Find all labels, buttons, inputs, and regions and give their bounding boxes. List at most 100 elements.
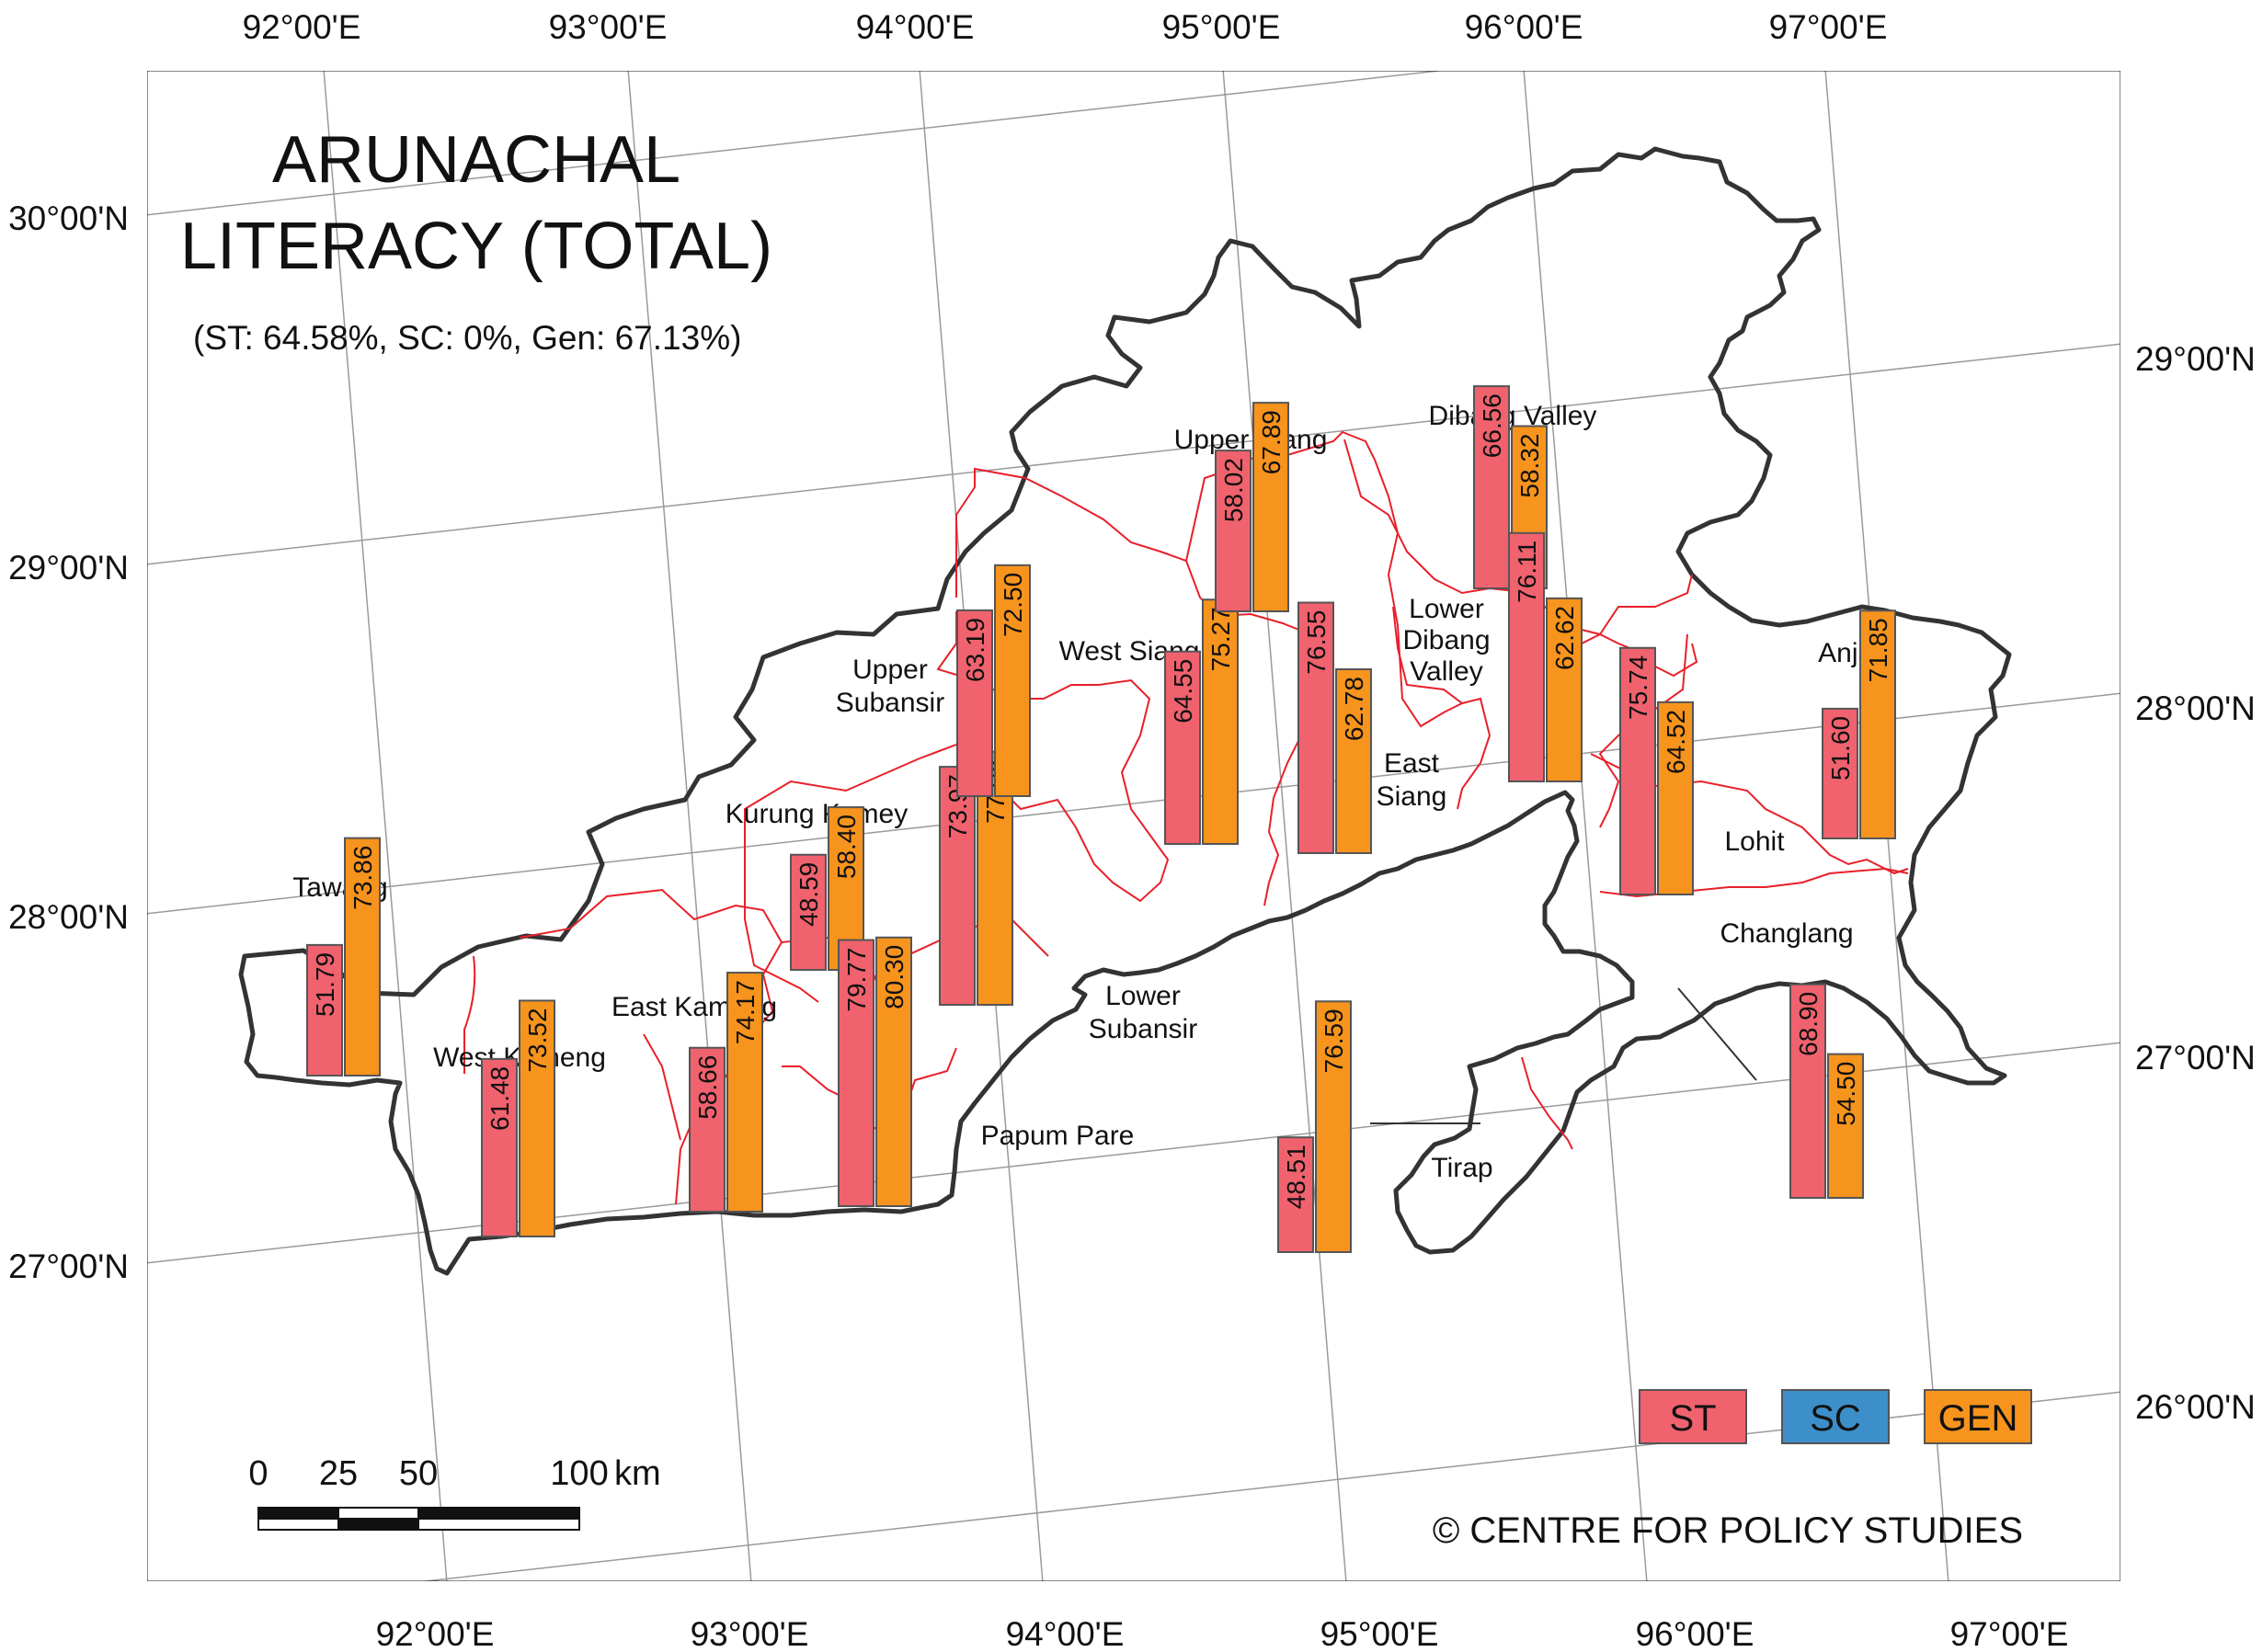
gen-value-label: 64.52 [1662,710,1690,774]
gen-bar [1859,610,1896,839]
gen-value-label: 80.30 [880,945,909,1009]
gen-bar [1657,701,1694,895]
gen-value-label: 71.85 [1864,618,1892,682]
st-value-label: 75.74 [1624,655,1652,720]
st-bar [956,609,993,798]
lat-left-label: 28°00'N [8,898,129,936]
st-value-label: 48.59 [794,862,823,927]
gen-bar [1335,668,1372,854]
title-line-1: ARUNACHAL [272,123,680,197]
st-value-label: 48.51 [1282,1145,1310,1209]
district-bars: 68.90 54.50 [1789,983,1864,1199]
st-bar [1789,983,1826,1199]
lat-right-label: 29°00'N [2135,340,2256,378]
district-bars: 51.79 73.86 [306,837,381,1077]
gen-value-label: 54.50 [1832,1062,1860,1126]
scale-tick-50: 50 [399,1454,438,1493]
legend-gen-label: GEN [1938,1398,2018,1439]
district-label: Changlang [1720,918,1853,949]
gen-bar [1252,402,1289,612]
gen-value-label: 62.78 [1340,677,1368,741]
lon-bottom-label: 93°00'E [691,1615,809,1652]
district-label: Papum Pare [981,1121,1135,1151]
gen-bar [994,564,1031,797]
lon-top-label: 92°00'E [243,8,361,46]
district-bars: 76.55 62.78 [1297,601,1372,855]
scale-bar: 0 25 50 100 km [248,1454,661,1531]
st-bar [1297,601,1334,855]
district-label: Lower Subansir [1089,981,1197,1044]
longitude-labels-top: 92°00'E 93°00'E 94°00'E 95°00'E 96°00'E … [243,8,1888,46]
gen-value-label: 74.17 [731,980,760,1044]
lon-bottom-label: 92°00'E [376,1615,495,1652]
map-subtitle: (ST: 64.58%, SC: 0%, Gen: 67.13%) [193,319,741,357]
st-value-label: 79.77 [842,948,871,1012]
district-bars: 61.48 73.52 [481,999,555,1237]
scale-tick-0: 0 [248,1454,268,1493]
scale-seg [417,1518,580,1531]
district-label: Upper Subansir [836,655,944,718]
gen-bar [519,999,555,1237]
gen-value-label: 72.50 [999,573,1027,637]
scale-seg [257,1507,339,1520]
gen-bar [726,972,763,1213]
st-value-label: 63.19 [961,618,989,682]
legend: ST SC GEN [1639,1389,2032,1444]
district-bars: 75.74 64.52 [1619,646,1694,895]
st-bar [481,1057,518,1237]
lat-right-label: 28°00'N [2135,689,2256,727]
st-bar [1508,531,1545,782]
lon-bottom-label: 96°00'E [1636,1615,1754,1652]
st-bar [1473,385,1510,589]
gen-bar [1827,1053,1864,1199]
gen-value-label: 58.32 [1515,434,1544,498]
gen-value-label: 75.27 [1206,607,1235,671]
lat-right-label: 27°00'N [2135,1039,2256,1077]
district-bars: 79.77 80.30 [838,936,912,1208]
st-bar [689,1046,726,1213]
lon-top-label: 94°00'E [856,8,975,46]
scale-tick-25: 25 [319,1454,358,1493]
district-bars: 58.66 74.17 [689,972,763,1213]
st-value-label: 61.48 [486,1066,514,1131]
state-outline [238,146,2012,1276]
lat-right-label: 26°00'N [2135,1388,2256,1426]
lon-bottom-label: 95°00'E [1320,1615,1439,1652]
district-bars: 76.11 62.62 [1508,531,1583,782]
lon-bottom-label: 94°00'E [1006,1615,1125,1652]
st-bar [1277,1136,1314,1253]
st-bar [1619,646,1656,895]
district-label: East Siang [1377,748,1447,812]
lon-top-label: 96°00'E [1465,8,1583,46]
title-line-2: LITERACY (TOTAL) [180,210,772,283]
gen-value-label: 76.59 [1320,1008,1348,1073]
scale-seg [257,1518,339,1531]
st-bar [838,939,874,1207]
st-bar [1822,707,1858,840]
st-value-label: 58.02 [1219,458,1248,522]
st-value-label: 68.90 [1794,992,1823,1056]
gen-value-label: 58.40 [832,815,861,879]
district-label: Lower Dibang Valley [1402,594,1490,687]
st-bar [1215,450,1252,612]
lon-top-label: 97°00'E [1769,8,1888,46]
st-value-label: 51.60 [1826,716,1855,780]
st-bar [1164,650,1201,845]
st-value-label: 58.66 [693,1055,722,1120]
scale-seg [337,1518,419,1531]
lat-left-label: 29°00'N [8,549,129,587]
gen-bar [875,936,912,1208]
district-bars: 63.19 72.50 [956,564,1031,798]
gen-value-label: 67.89 [1257,410,1286,474]
scale-seg [337,1507,419,1520]
st-value-label: 64.55 [1169,659,1197,723]
st-value-label: 76.55 [1302,610,1331,675]
gen-bar [344,837,381,1077]
lat-left-label: 30°00'N [8,199,129,237]
st-value-label: 76.11 [1513,541,1541,603]
st-bar [306,943,343,1077]
lon-top-label: 95°00'E [1162,8,1281,46]
legend-gen-swatch [1924,1389,2032,1444]
map-title: ARUNACHAL LITERACY (TOTAL) [180,123,772,283]
